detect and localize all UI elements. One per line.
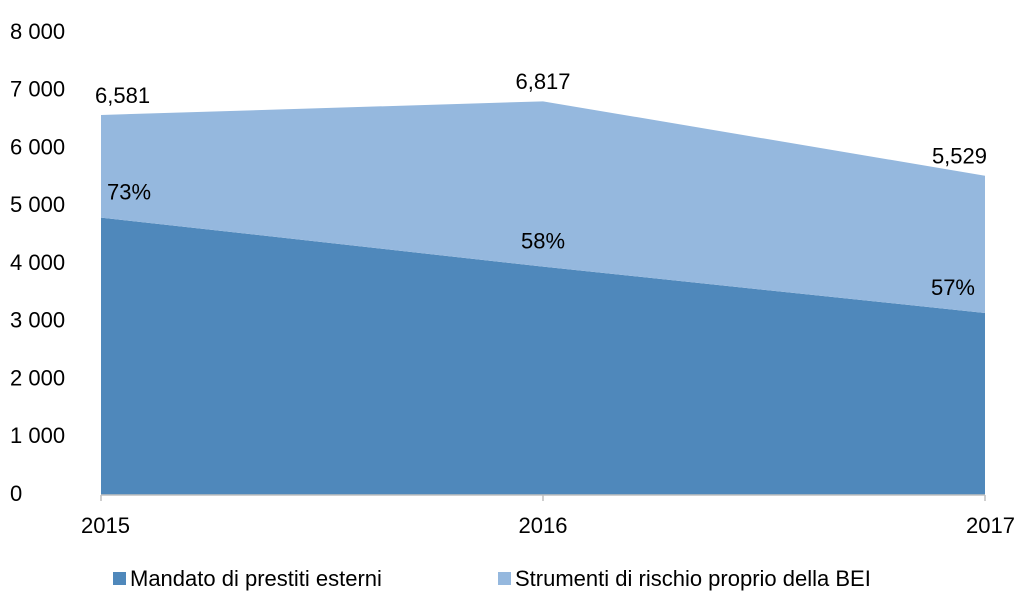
- total-label: 6,581: [95, 83, 150, 108]
- share-label: 58%: [521, 228, 565, 253]
- area: [101, 101, 985, 313]
- share-label: 73%: [107, 179, 151, 204]
- share-label: 57%: [931, 275, 975, 300]
- y-tick-label: 6 000: [10, 134, 65, 159]
- y-tick-label: 5 000: [10, 192, 65, 217]
- y-tick-label: 0: [10, 481, 22, 506]
- total-label: 6,817: [515, 69, 570, 94]
- y-tick-label: 1 000: [10, 423, 65, 448]
- legend-swatch: [498, 572, 511, 585]
- legend-label: Strumenti di rischio proprio della BEI: [515, 566, 871, 591]
- y-tick-label: 4 000: [10, 250, 65, 275]
- y-tick-label: 7 000: [10, 77, 65, 102]
- area: [101, 217, 985, 495]
- legend-swatch: [113, 572, 126, 585]
- x-tick-label: 2015: [81, 513, 130, 538]
- total-label: 5,529: [932, 144, 987, 169]
- y-tick-label: 8 000: [10, 19, 65, 44]
- legend-label: Mandato di prestiti esterni: [130, 566, 382, 591]
- y-tick-label: 3 000: [10, 308, 65, 333]
- x-tick-label: 2016: [519, 513, 568, 538]
- x-tick-label: 2017: [966, 513, 1015, 538]
- y-tick-label: 2 000: [10, 365, 65, 390]
